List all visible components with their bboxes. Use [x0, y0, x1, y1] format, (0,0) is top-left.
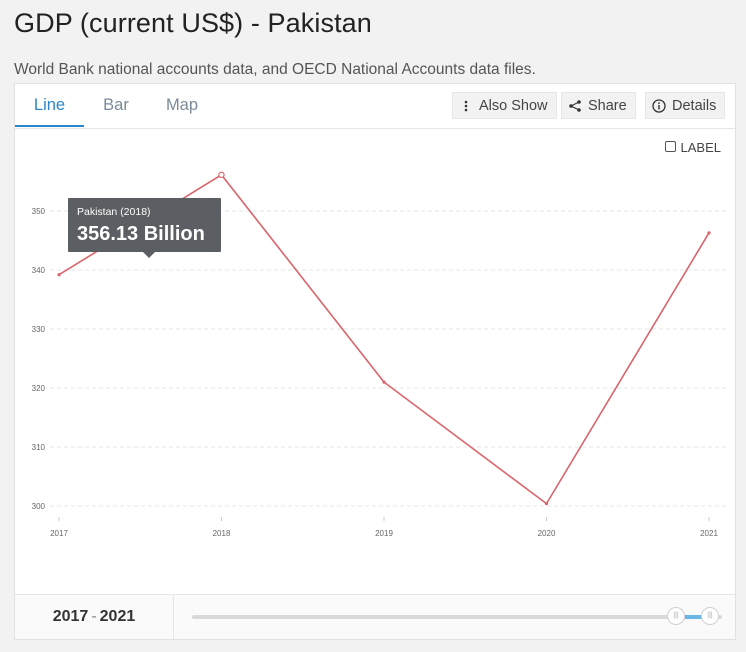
y-tick-label: 300 [32, 502, 46, 511]
page-subtitle: World Bank national accounts data, and O… [14, 61, 536, 78]
details-button[interactable]: Details [645, 92, 726, 119]
x-tick-label: 2020 [538, 529, 556, 538]
x-tick-label: 2018 [213, 529, 231, 538]
range-start: 2017 [52, 608, 89, 625]
also-show-label: Also Show [479, 98, 548, 114]
vertical-dots-icon [459, 99, 473, 113]
data-point [218, 171, 225, 179]
tab-bar: Line Bar Map Also Show Share Details [15, 84, 735, 129]
tab-map[interactable]: Map [165, 96, 199, 114]
chart-card: Line Bar Map Also Show Share Details LAB… [14, 83, 736, 640]
y-tick-label: 320 [32, 384, 46, 393]
range-slider-end-handle[interactable]: ||| [701, 607, 719, 625]
also-show-button[interactable]: Also Show [452, 92, 557, 119]
label-toggle[interactable]: LABEL [664, 140, 721, 155]
share-label: Share [588, 98, 627, 114]
label-checkbox[interactable] [664, 141, 676, 152]
x-tick-label: 2019 [375, 529, 393, 538]
range-slider-fill [685, 615, 709, 619]
data-point [707, 231, 711, 235]
y-tick-label: 310 [32, 443, 46, 452]
tooltip-title: Pakistan (2018) [77, 206, 151, 218]
data-point [382, 380, 386, 384]
share-icon [568, 99, 582, 113]
tooltip-box [68, 198, 221, 252]
y-tick-label: 340 [32, 266, 46, 275]
tab-bar-chart[interactable]: Bar [103, 96, 129, 114]
tab-line[interactable]: Line [15, 84, 84, 127]
data-point [57, 273, 61, 277]
tooltip-pointer [143, 252, 155, 258]
y-tick-label: 350 [32, 207, 46, 216]
x-tick-label: 2021 [700, 529, 718, 538]
info-icon [652, 99, 666, 113]
details-label: Details [672, 98, 717, 114]
page-title: GDP (current US$) - Pakistan [14, 8, 372, 38]
x-tick-label: 2017 [50, 529, 68, 538]
range-footer: 2017-2021 ||| ||| [15, 594, 735, 639]
share-button[interactable]: Share [561, 92, 636, 119]
label-toggle-text: LABEL [680, 140, 721, 155]
tooltip-value: 356.13 Billion [77, 223, 205, 245]
y-tick-label: 330 [32, 325, 46, 334]
range-end: 2021 [99, 608, 136, 625]
data-point [544, 502, 549, 506]
range-slider-track[interactable] [192, 615, 722, 619]
line-chart: 300 310 320 330 340 350 2017 2018 2019 2020 2021 Pa… [32, 171, 727, 538]
range-slider-start-handle[interactable]: ||| [667, 607, 685, 625]
range-label: 2017-2021 [15, 595, 174, 639]
range-dash: - [91, 608, 97, 625]
